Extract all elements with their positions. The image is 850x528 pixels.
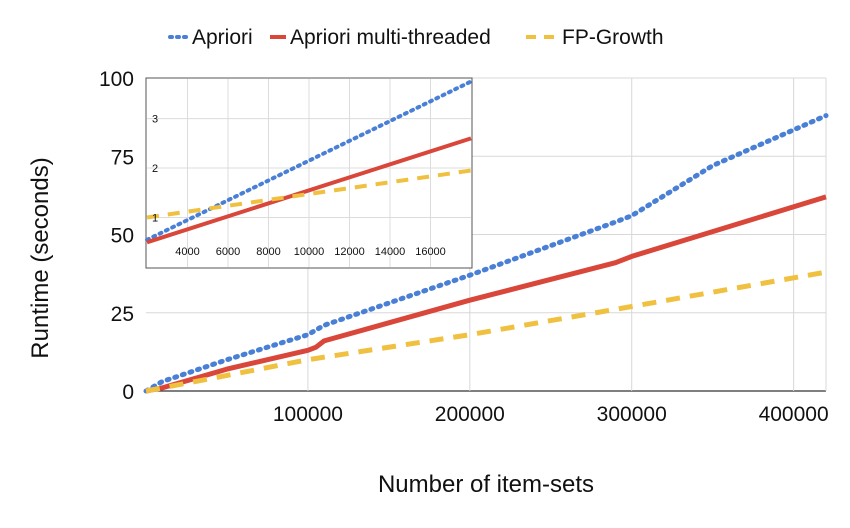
inset-x-tick-label: 6000 xyxy=(216,246,240,258)
inset-y-tick-label: 3 xyxy=(152,114,158,126)
legend-label: Apriori xyxy=(192,26,253,49)
inset-x-tick-label: 16000 xyxy=(415,246,446,258)
legend-label: Apriori multi-threaded xyxy=(290,26,491,49)
legend: Apriori Apriori multi-threaded FP-Growth xyxy=(168,26,664,49)
inset-x-tick-label: 10000 xyxy=(294,246,325,258)
y-tick-label: 0 xyxy=(122,381,134,404)
x-tick-label: 100000 xyxy=(273,403,343,426)
x-tick-label: 200000 xyxy=(435,403,505,426)
series-line xyxy=(145,194,827,394)
x-axis-title: Number of item-sets xyxy=(378,471,594,498)
inset-grid xyxy=(147,79,471,267)
inset-x-tick-label: 14000 xyxy=(375,246,406,258)
main-tick-labels: 0 25 50 75 100 100000 200000 300000 400000 xyxy=(99,68,829,426)
y-tick-label: 25 xyxy=(111,303,134,326)
series-line xyxy=(145,269,827,394)
inset-x-tick-label: 12000 xyxy=(334,246,365,258)
inset-x-tick-label: 8000 xyxy=(256,246,280,258)
inset-series-line xyxy=(145,79,473,242)
inset-x-tick-label: 4000 xyxy=(175,246,199,258)
main-series xyxy=(143,113,829,394)
inset-y-tick-label: 2 xyxy=(152,163,158,175)
inset-chart: 4000 6000 8000 10000 12000 14000 16000 1 2 3 xyxy=(145,77,473,269)
y-tick-label: 75 xyxy=(111,146,134,169)
inset-y-tick-label: 1 xyxy=(152,213,158,225)
y-tick-label: 100 xyxy=(99,68,134,91)
y-tick-label: 50 xyxy=(111,225,134,248)
legend-label: FP-Growth xyxy=(562,26,664,49)
inset-tick-labels: 4000 6000 8000 10000 12000 14000 16000 1 2 3 xyxy=(152,114,446,258)
y-axis-title: Runtime (seconds) xyxy=(27,157,54,358)
series-line xyxy=(143,113,829,394)
x-tick-label: 400000 xyxy=(759,403,829,426)
inset-series-line xyxy=(146,136,472,245)
inset-series xyxy=(145,79,473,245)
x-tick-label: 300000 xyxy=(597,403,667,426)
